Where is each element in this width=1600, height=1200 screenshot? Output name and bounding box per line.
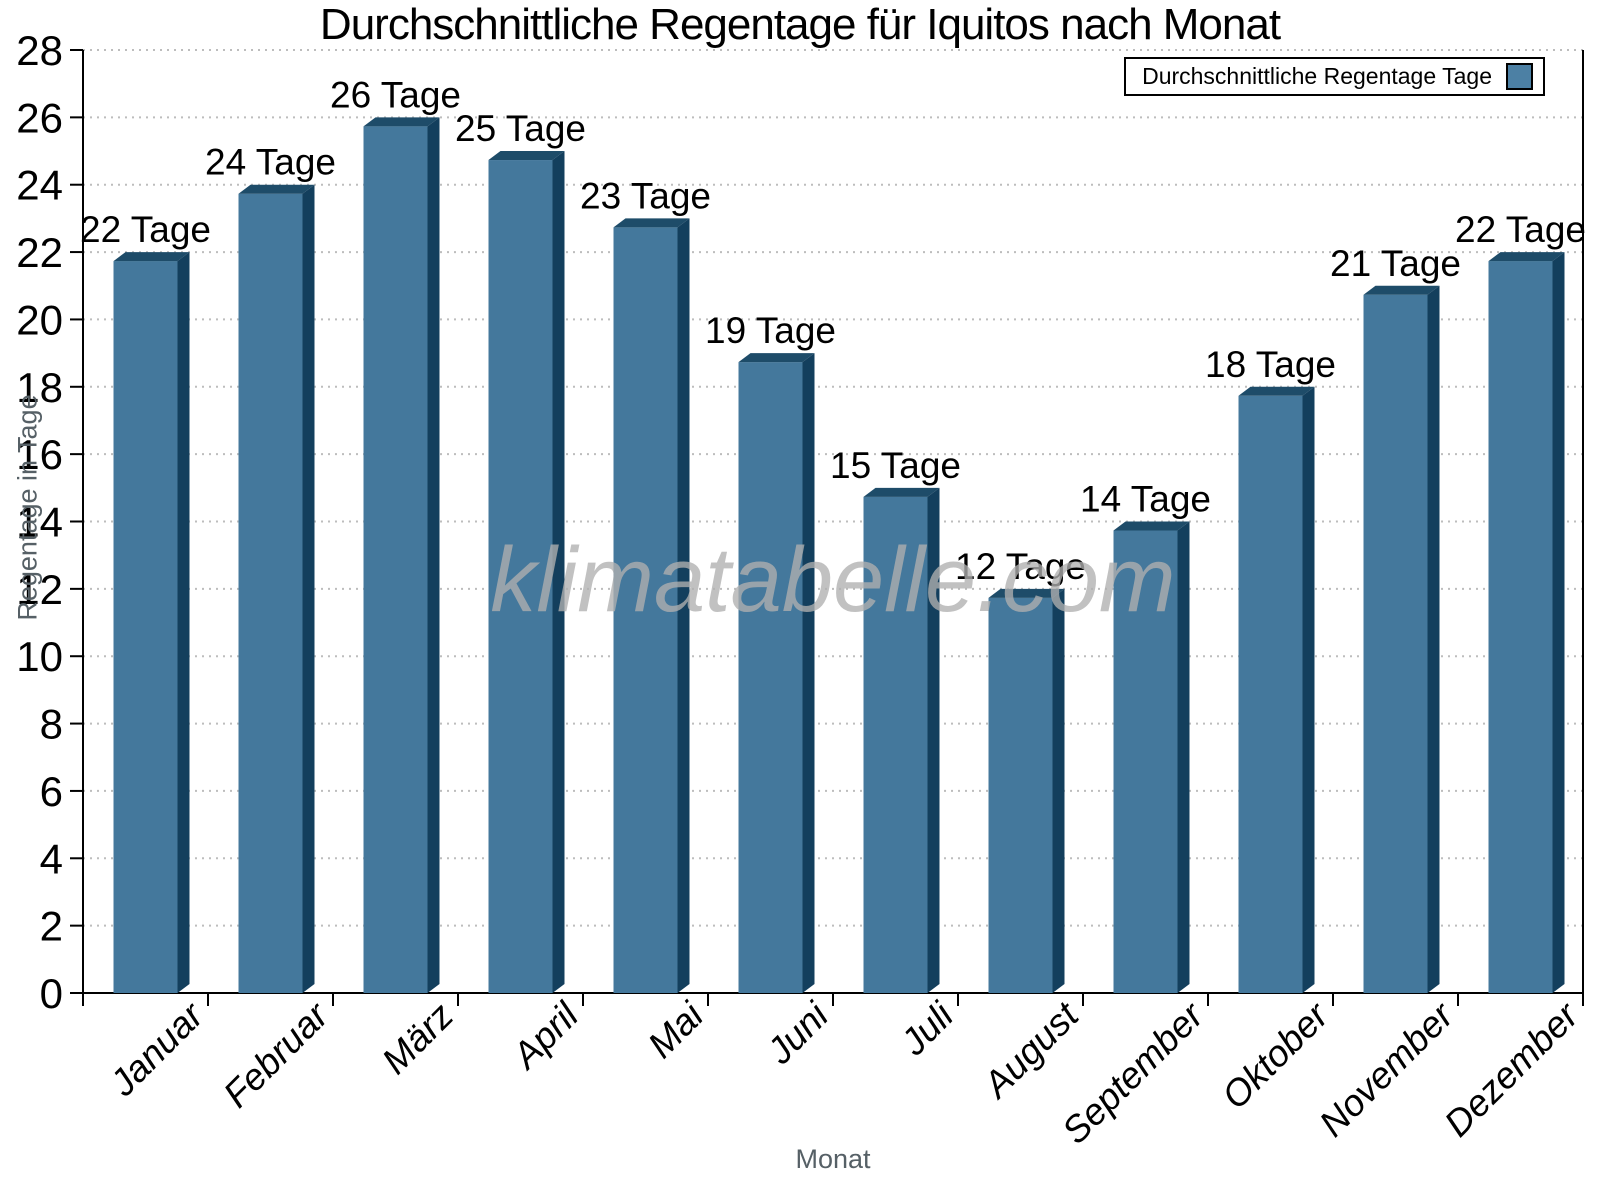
y-tick-label: 20 — [16, 296, 63, 343]
bar-value-label: 14 Tage — [1080, 479, 1211, 520]
bar-value-label: 15 Tage — [830, 445, 961, 486]
bar-top-face — [1363, 285, 1440, 295]
y-tick-label: 22 — [16, 229, 63, 276]
x-tick-label: Januar — [101, 993, 212, 1104]
y-tick-label: 0 — [40, 970, 63, 1017]
bar — [738, 362, 803, 993]
bar-side-face — [1427, 285, 1440, 993]
x-tick-label: Dezember — [1436, 993, 1587, 1144]
y-tick-label: 6 — [40, 768, 63, 815]
bar-side-face — [1177, 521, 1190, 993]
y-tick-label: 14 — [16, 499, 63, 546]
bar-side-face — [1052, 588, 1065, 993]
bar-top-face — [988, 588, 1065, 598]
bar — [988, 597, 1053, 993]
bar-value-label: 22 Tage — [80, 209, 211, 250]
y-tick-label: 18 — [16, 364, 63, 411]
bar — [238, 193, 303, 993]
y-tick-label: 28 — [16, 27, 63, 74]
bar — [863, 496, 928, 993]
x-tick-label: März — [374, 995, 461, 1082]
bar-value-label: 22 Tage — [1455, 209, 1586, 250]
chart-title: Durchschnittliche Regentage für Iquitos … — [319, 0, 1281, 49]
bar-top-face — [1238, 386, 1315, 396]
y-tick-label: 26 — [16, 94, 63, 141]
bar-side-face — [302, 184, 315, 993]
bar-value-label: 25 Tage — [455, 108, 586, 149]
bar — [1363, 294, 1428, 993]
bar-side-face — [1302, 386, 1315, 993]
bar-side-face — [427, 117, 440, 994]
y-tick-label: 4 — [40, 835, 63, 882]
bar-side-face — [177, 252, 190, 994]
x-axis-title: Monat — [795, 1144, 871, 1174]
bar — [363, 126, 428, 994]
legend-label: Durchschnittliche Regentage Tage — [1142, 63, 1492, 89]
bar — [113, 261, 178, 994]
bar-top-face — [488, 151, 565, 161]
bar — [1488, 261, 1553, 994]
x-tick-label: Juni — [758, 993, 837, 1072]
y-tick-label: 24 — [16, 162, 63, 209]
bar-value-label: 26 Tage — [330, 74, 461, 115]
legend: Durchschnittliche Regentage Tage — [1124, 57, 1545, 96]
bar-side-face — [802, 353, 815, 993]
bar-value-label: 19 Tage — [705, 310, 836, 351]
x-tick-label: Oktober — [1214, 993, 1337, 1116]
bar — [1113, 530, 1178, 993]
bar-value-label: 24 Tage — [205, 142, 336, 183]
x-tick-label: November — [1311, 993, 1462, 1144]
y-tick-label: 12 — [16, 566, 63, 613]
bar-top-face — [613, 218, 690, 228]
y-tick-label: 8 — [40, 701, 63, 748]
bar-side-face — [927, 487, 940, 993]
bar-value-label: 23 Tage — [580, 175, 711, 216]
bar-value-label: 21 Tage — [1330, 243, 1461, 284]
bar-top-face — [1488, 252, 1565, 262]
y-tick-label: 2 — [40, 903, 63, 950]
bar-top-face — [363, 117, 440, 127]
x-tick-label: Mai — [640, 993, 712, 1065]
bar-top-face — [863, 487, 940, 497]
bar-top-face — [238, 184, 315, 194]
bar-side-face — [1552, 252, 1565, 994]
bar-side-face — [552, 151, 565, 994]
bar-top-face — [1113, 521, 1190, 531]
bar-value-label: 12 Tage — [955, 546, 1086, 587]
legend-swatch-icon — [1506, 63, 1533, 90]
bar-top-face — [113, 252, 190, 262]
bar-top-face — [738, 353, 815, 363]
x-tick-label: Februar — [216, 993, 338, 1115]
bar — [613, 227, 678, 994]
x-tick-label: Juli — [892, 993, 962, 1063]
bar-value-label: 18 Tage — [1205, 344, 1336, 385]
y-tick-label: 16 — [16, 431, 63, 478]
x-tick-label: April — [503, 993, 587, 1077]
bar — [1238, 395, 1303, 993]
y-axis-title: Regentage in Tage — [12, 394, 43, 621]
y-tick-label: 10 — [16, 633, 63, 680]
bar-side-face — [677, 218, 690, 994]
x-tick-label: August — [974, 993, 1087, 1106]
bar — [488, 160, 553, 994]
